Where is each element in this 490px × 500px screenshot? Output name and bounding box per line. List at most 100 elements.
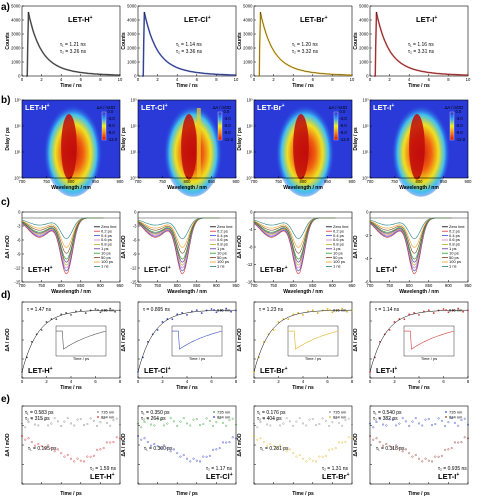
e2-735-point — [176, 424, 179, 427]
e1-834-point — [105, 441, 108, 444]
d1-inset-curve — [56, 330, 107, 350]
b4-cbar-tick: -12.0 — [456, 137, 466, 142]
a3-tau1: τ₁ = 1.20 ns — [292, 42, 318, 48]
e4-834-point — [369, 435, 372, 438]
e1-735-point — [47, 424, 50, 427]
e3-834-point — [331, 448, 334, 451]
a4-title: LET-I+ — [416, 15, 437, 24]
c4-legend-label: 0.4 ps — [449, 233, 460, 238]
c1-legend-label: 0.8 ps — [101, 242, 112, 247]
e1-834-point — [47, 444, 50, 447]
e1-834-point — [92, 454, 95, 457]
d1-data-point — [79, 309, 82, 312]
c1-spectrum — [21, 217, 104, 239]
e2-735-point — [140, 426, 143, 429]
c4-ytick-label: -6 — [365, 280, 369, 285]
e1-834-point — [63, 455, 66, 458]
d1-xtick-label: 4 — [70, 379, 73, 384]
e1-title: LET-H+ — [90, 472, 115, 481]
e3-735-point — [295, 420, 298, 423]
b3-colorbar — [333, 111, 339, 141]
e1-tau-low-1: τ₁ = 0.195 ps — [28, 446, 57, 452]
e2-834-point — [202, 455, 205, 458]
b3-cbar-tick: -3.0 — [340, 116, 348, 121]
e1-735-point — [56, 420, 59, 423]
e3-735-point — [298, 417, 301, 420]
b1-title: LET-H+ — [25, 103, 50, 112]
c4-legend-label: 1 ns — [449, 264, 457, 269]
e2-834-point — [169, 450, 172, 453]
c3-legend-label: 0.6 ps — [333, 237, 344, 242]
d2-xtick-label: 2 — [161, 379, 164, 384]
d4-data-point — [442, 308, 445, 310]
c3-legend-label: 0.4 ps — [333, 233, 344, 238]
e3-probe1: 735 nm — [333, 410, 347, 415]
b2-heatmap-core — [181, 114, 197, 180]
e2-735-point — [146, 418, 149, 421]
c2-legend-label: 10 ps — [217, 250, 227, 255]
e1-735-point — [50, 422, 53, 425]
a4-ytick-label: 0 — [366, 74, 369, 79]
b1-cbar-tick: 0.0 — [108, 109, 114, 114]
c2-spectrum — [137, 217, 220, 263]
d3-fit-curve — [253, 309, 353, 373]
d2-data-point — [161, 321, 164, 323]
e1-735-point — [105, 421, 108, 424]
b3-xtick-label: 700 — [251, 179, 259, 184]
b1-xlabel: Wavelength / nm — [51, 185, 91, 191]
b3-ytick-label: 10² — [246, 124, 253, 129]
e3-834-point — [259, 437, 262, 440]
e3-735-point — [256, 426, 259, 429]
c3-ylabel: ΔA / mOD — [237, 235, 243, 259]
panel-c-2: 700 750 800 850 900 950 0 -3 -6 -9 -12 -15 Wavelengt… — [121, 210, 240, 296]
e4-834-point — [453, 441, 456, 444]
c3-legend-label: 50 ps — [333, 255, 343, 260]
e2-title: LET-Cl+ — [206, 472, 233, 481]
b4-cbar-title: ΔA / mOD — [445, 105, 464, 110]
a1-ytick-label: 4000 — [11, 18, 21, 23]
e2-735-point — [189, 424, 192, 427]
c3-xtick-label: 850 — [309, 283, 317, 288]
e1-735-point — [37, 424, 40, 427]
a2-fit-curve — [142, 11, 236, 77]
e3-735-point — [302, 422, 305, 425]
e2-834-point — [228, 441, 231, 444]
panel-b-3: 700 750 800 850 900 10³ 10² 10¹ 10⁰ Wavelength / … — [237, 98, 356, 197]
e1-834-point — [40, 445, 43, 448]
c1-frame — [21, 211, 121, 283]
a3-ytick-label: 4000 — [243, 18, 253, 23]
c4-legend-label: 0.6 ps — [449, 237, 460, 242]
a1-xlabel: Time / ns — [60, 83, 82, 89]
e4-834-point — [427, 459, 430, 462]
e4-735-point — [408, 424, 411, 427]
b2-ytick-label: 10¹ — [130, 150, 137, 155]
e4-735-point — [414, 417, 417, 420]
d2-data-point — [181, 311, 184, 314]
e3-735-point — [275, 418, 278, 421]
a3-frame — [253, 5, 353, 77]
e3-834-point — [337, 441, 340, 444]
a2-ytick-label: 1000 — [127, 60, 137, 65]
e3-834-point — [275, 447, 278, 450]
d3-xtick-label: 8 — [351, 379, 354, 384]
e1-legend-834 — [96, 415, 100, 419]
e2-735-point — [202, 423, 205, 426]
b2-ytick-label: 10⁰ — [130, 176, 137, 181]
a2-xtick-label: 0 — [137, 77, 140, 82]
e4-735-point — [444, 424, 447, 427]
e3-735-point — [337, 421, 340, 424]
a3-title: LET-Br+ — [300, 15, 328, 24]
panel-b-4: 700 750 800 850 900 10³ 10² 10¹ 10⁰ Wavelength / … — [353, 98, 472, 197]
e2-735-point — [156, 418, 159, 421]
e2-legend-735 — [212, 410, 216, 414]
e4-735-point — [404, 420, 407, 423]
d2-data-point — [186, 313, 188, 316]
c4-legend-label: 100 ps — [449, 259, 461, 264]
c2-legend-label: 0.4 ps — [217, 233, 228, 238]
c2-xtick-label: 700 — [135, 283, 143, 288]
e2-834-point — [218, 447, 221, 450]
b4-xlabel: Wavelength / nm — [399, 185, 439, 191]
c1-ytick-label: -15 — [14, 280, 21, 285]
c2-legend-label: 100 ps — [217, 259, 229, 264]
